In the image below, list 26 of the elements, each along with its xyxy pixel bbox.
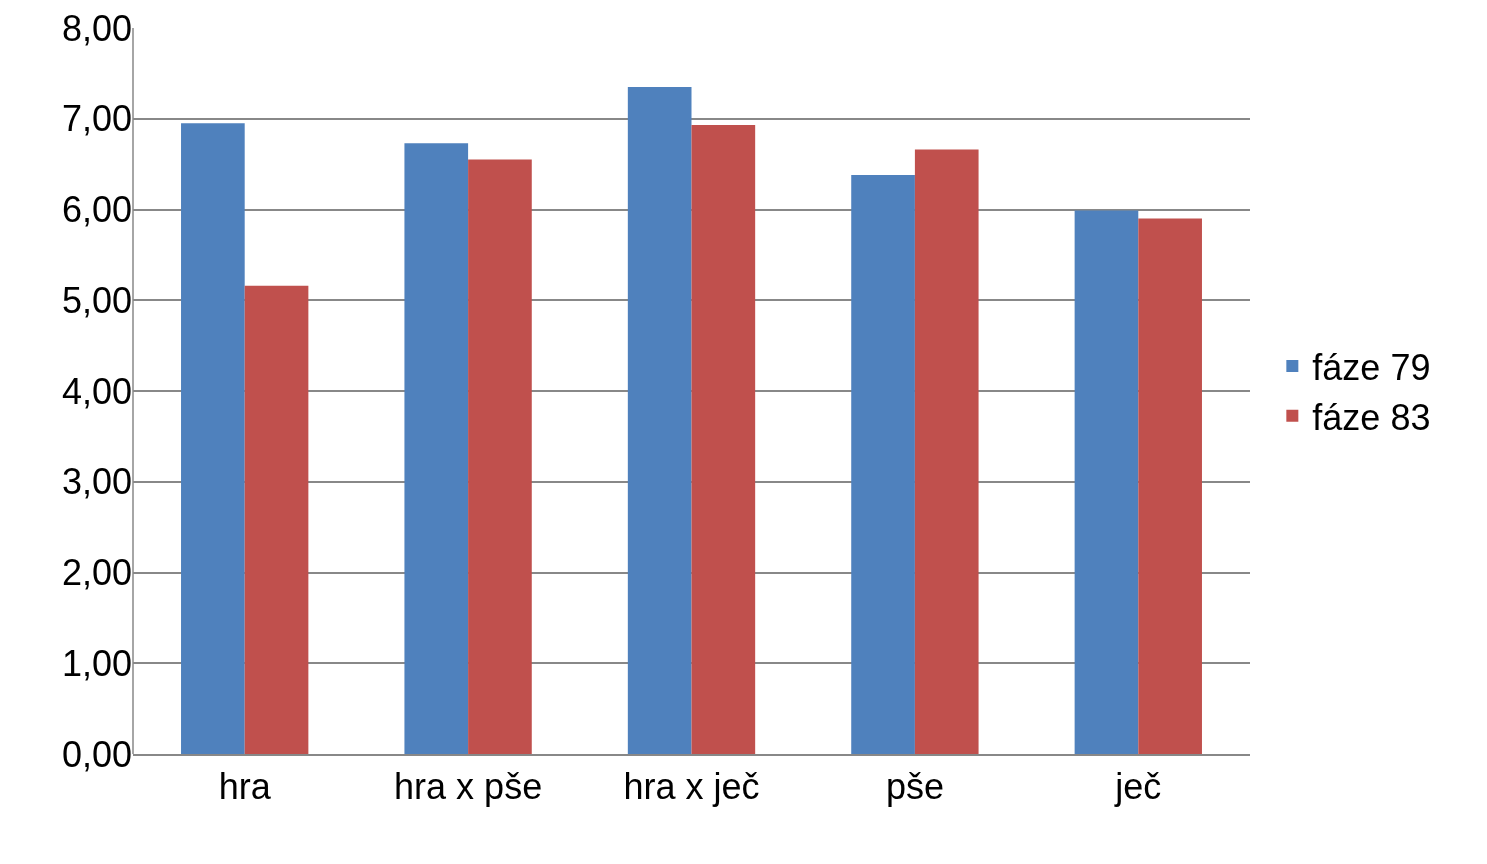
y-tick-label: 5,00 <box>61 279 132 321</box>
y-tick-label: 6,00 <box>61 189 132 231</box>
bar <box>244 285 309 754</box>
y-tick-label: 0,00 <box>61 733 132 775</box>
bar <box>914 149 979 754</box>
x-tick-label: hra x pše <box>394 765 543 807</box>
y-tick-label: 4,00 <box>61 370 132 412</box>
bar <box>404 143 469 754</box>
bar <box>627 86 692 754</box>
y-tick-label: 3,00 <box>61 461 132 503</box>
x-tick-label: pše <box>885 765 944 807</box>
legend-label: fáze 79 <box>1312 346 1431 388</box>
x-tick-label: hra x ječ <box>623 765 760 807</box>
bar <box>1074 210 1139 754</box>
y-tick-label: 7,00 <box>61 98 132 140</box>
y-tick-label: 1,00 <box>61 642 132 684</box>
y-tick-label: 8,00 <box>61 7 132 49</box>
x-tick-label: ječ <box>1114 765 1162 807</box>
bar <box>468 159 532 754</box>
legend-label: fáze 83 <box>1312 396 1431 438</box>
x-tick-label: hra <box>218 765 272 807</box>
bar <box>691 125 756 754</box>
y-tick-label: 2,00 <box>61 552 132 594</box>
bar <box>1138 218 1202 754</box>
bar <box>851 175 915 754</box>
bar <box>181 123 245 754</box>
